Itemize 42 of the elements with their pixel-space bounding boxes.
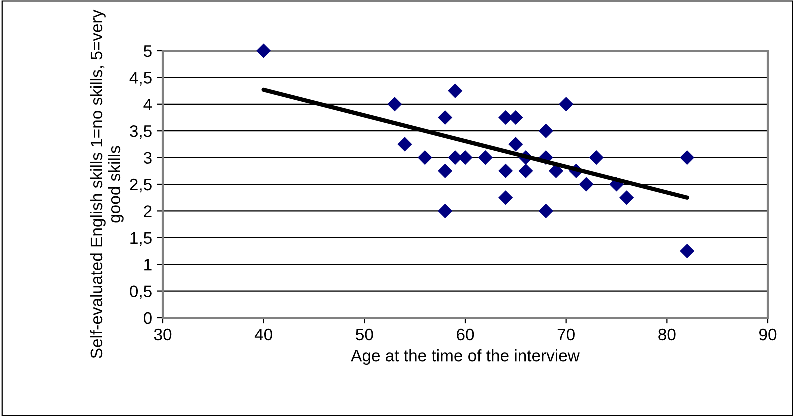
point [680,244,695,259]
point [438,164,453,178]
point [508,137,524,152]
point [538,124,554,138]
x-tick-label: 60 [457,328,474,341]
y-tick-label: 3,5 [130,126,152,140]
y-axis-title: Self-evaluated English skills 1=no skills, 5=very good skills [90,10,124,358]
point [438,110,453,126]
point [418,150,432,166]
point [398,137,412,152]
x-tick-label: 90 [760,328,777,341]
point [579,177,594,192]
y-tick-label: 1,5 [130,232,152,246]
x-tick-label: 50 [356,328,374,341]
point [498,190,514,206]
y-tick-label: 3 [144,152,152,164]
x-tick-label: 80 [658,328,676,341]
point [538,204,554,218]
x-axis-title: Age at the time of the interview [351,350,580,366]
y-tick-label: 2 [144,206,152,218]
point [448,84,463,98]
y-tick-label: 0,5 [130,286,152,300]
point [518,164,534,178]
y-tick-label: 5 [144,46,152,58]
y-tick-label: 1 [144,259,152,271]
point [498,164,514,178]
x-tick-label: 40 [254,328,272,341]
point [620,190,634,206]
point [559,97,574,112]
y-tick-label: 0 [144,312,152,324]
point [256,44,272,58]
y-tick-label: 4,5 [130,72,152,86]
point [508,110,524,126]
x-tick-label: 70 [558,328,575,341]
point [589,150,604,166]
y-tick-label: 2,5 [130,178,152,193]
y-tick-label: 4 [144,98,152,110]
point [388,97,402,112]
x-tick-label: 30 [154,328,172,341]
point [680,150,695,166]
point [438,204,453,218]
point [478,150,493,166]
